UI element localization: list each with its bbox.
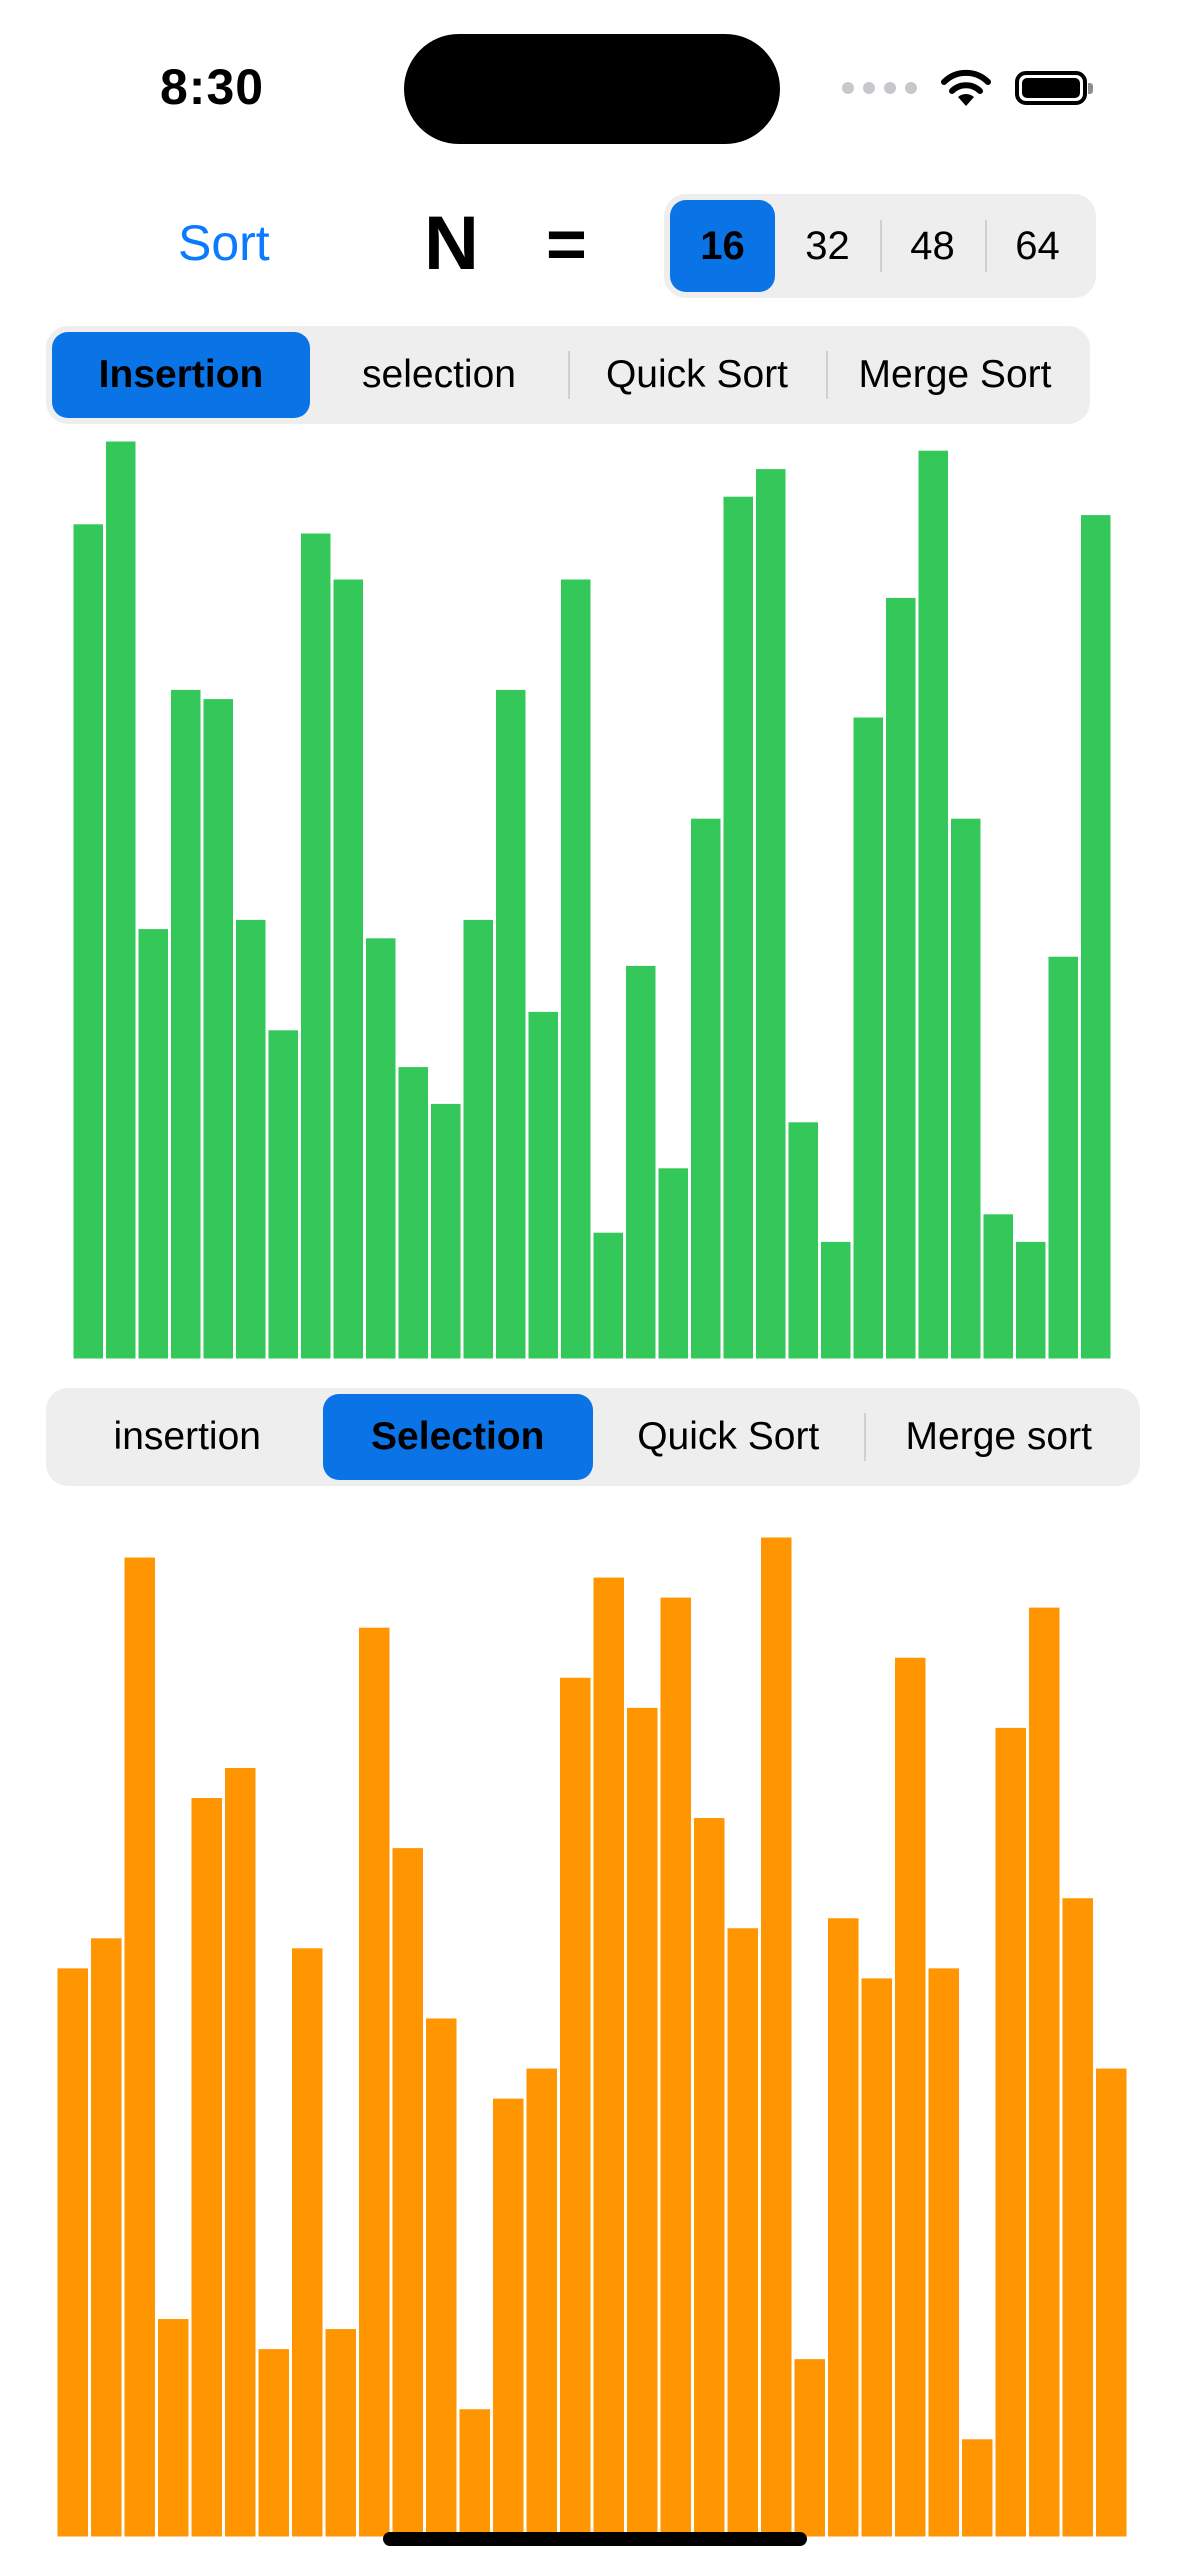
top-chart-bar-29: [980, 1211, 1016, 1360]
top-chart-bar-8: [298, 530, 334, 1360]
top-bar-chart: [72, 440, 1112, 1360]
top-chart-bar-32: [1078, 512, 1112, 1360]
top-chart-bar-26: [883, 594, 919, 1360]
equals-label: =: [546, 205, 587, 283]
bottom-chart-bar-31: [1059, 1895, 1096, 2538]
top-chart-bar-1: [72, 521, 106, 1360]
bottom-chart-bar-9: [322, 2326, 359, 2538]
battery-icon: [1015, 71, 1093, 105]
bottom-tab-merge-sort[interactable]: Merge sort: [863, 1394, 1135, 1480]
bottom-chart-bar-17: [590, 1574, 627, 2538]
bottom-chart-bar-10: [356, 1624, 393, 2538]
top-tab-insertion[interactable]: Insertion: [52, 332, 310, 418]
status-time: 8:30: [160, 59, 265, 115]
top-chart-bar-16: [558, 576, 594, 1360]
bottom-chart-bar-12: [423, 2015, 460, 2538]
bottom-chart-bar-19: [657, 1594, 694, 2538]
status-icons: [842, 68, 1093, 108]
bottom-chart-bar-22: [758, 1536, 795, 2538]
signal-dots-icon: [842, 82, 917, 94]
bottom-chart-bar-13: [456, 2406, 493, 2538]
top-chart-bar-9: [330, 576, 366, 1360]
bottom-tab-selection[interactable]: Selection: [322, 1394, 593, 1480]
bottom-chart-bar-4: [155, 2316, 192, 2538]
bottom-chart-bar-11: [389, 1845, 426, 2538]
top-chart-bar-24: [818, 1238, 854, 1360]
top-algorithm-segmented-control: Insertion selection Quick Sort Merge Sor…: [46, 326, 1090, 424]
dynamic-island: [404, 34, 780, 144]
top-chart-bar-5: [200, 696, 236, 1360]
bottom-tab-quick-sort[interactable]: Quick Sort: [637, 1415, 820, 1458]
top-chart-bar-6: [233, 916, 269, 1360]
bottom-chart-bar-3: [121, 1554, 158, 2538]
n-size-segmented-control: 16 32 48 64: [664, 194, 1096, 298]
bottom-chart-bar-26: [892, 1654, 929, 2538]
bottom-chart-bar-24: [825, 1915, 862, 2538]
top-chart-bar-25: [850, 714, 886, 1360]
top-chart-bar-13: [460, 916, 496, 1360]
bottom-chart-bar-16: [557, 1674, 594, 2538]
top-tab-quick-sort[interactable]: Quick Sort: [568, 332, 826, 418]
bottom-chart-bar-23: [791, 2356, 828, 2538]
sort-button[interactable]: Sort: [178, 215, 270, 271]
bottom-chart-bar-20: [691, 1815, 728, 2538]
wifi-icon: [941, 69, 991, 106]
bottom-tab-insertion[interactable]: insertion: [113, 1415, 261, 1458]
bottom-chart-bar-25: [858, 1975, 895, 2538]
bottom-algorithm-segmented-control: insertion Selection Quick Sort Merge sor…: [46, 1388, 1140, 1486]
top-chart-bar-7: [265, 1027, 301, 1360]
top-chart-bar-30: [1013, 1238, 1049, 1360]
top-chart-bar-10: [363, 935, 399, 1360]
n-option-32[interactable]: 32: [805, 223, 850, 268]
top-chart-bar-27: [915, 447, 951, 1360]
bottom-chart-bar-28: [959, 2436, 996, 2538]
bottom-chart-bar-7: [255, 2346, 292, 2538]
top-chart-bar-14: [493, 686, 529, 1360]
n-option-16[interactable]: 16: [670, 200, 775, 292]
bottom-chart-bar-2: [88, 1935, 125, 2538]
bottom-chart-bar-21: [724, 1925, 761, 2538]
top-chart-bar-11: [395, 1064, 431, 1360]
top-chart-bar-20: [688, 815, 724, 1360]
bottom-chart-bar-14: [490, 2095, 527, 2538]
top-chart-bar-12: [428, 1100, 464, 1360]
top-chart-bar-3: [135, 926, 171, 1360]
bottom-chart-bar-27: [925, 1965, 962, 2538]
top-chart-bar-15: [525, 1008, 561, 1360]
top-chart-bar-22: [753, 466, 789, 1360]
home-indicator: [383, 2532, 807, 2546]
top-chart-bar-4: [168, 686, 204, 1360]
top-chart-bar-21: [720, 493, 756, 1360]
top-tab-merge-sort[interactable]: Merge Sort: [826, 332, 1084, 418]
top-chart-bar-2: [103, 440, 139, 1360]
bottom-chart-bar-29: [992, 1724, 1029, 2538]
bottom-chart-bar-1: [56, 1965, 91, 2538]
top-chart-bar-19: [655, 1165, 691, 1360]
n-option-64[interactable]: 64: [985, 200, 1090, 292]
top-chart-bar-18: [623, 962, 659, 1360]
top-chart-bar-23: [785, 1119, 821, 1360]
top-chart-bar-31: [1045, 953, 1081, 1360]
bottom-chart-bar-15: [523, 2065, 560, 2538]
bottom-chart-bar-32: [1093, 2065, 1128, 2538]
n-label: N: [424, 201, 479, 286]
bottom-chart-bar-30: [1026, 1604, 1063, 2538]
top-tab-selection[interactable]: selection: [362, 353, 516, 396]
bottom-chart-bar-18: [624, 1704, 661, 2538]
bottom-chart-bar-8: [289, 1945, 326, 2538]
bottom-chart-bar-6: [222, 1764, 259, 2538]
top-chart-bar-28: [948, 815, 984, 1360]
bottom-bar-chart: [56, 1536, 1128, 2538]
top-chart-bar-17: [590, 1229, 626, 1360]
n-option-48[interactable]: 48: [880, 200, 985, 292]
bottom-chart-bar-5: [188, 1795, 225, 2538]
